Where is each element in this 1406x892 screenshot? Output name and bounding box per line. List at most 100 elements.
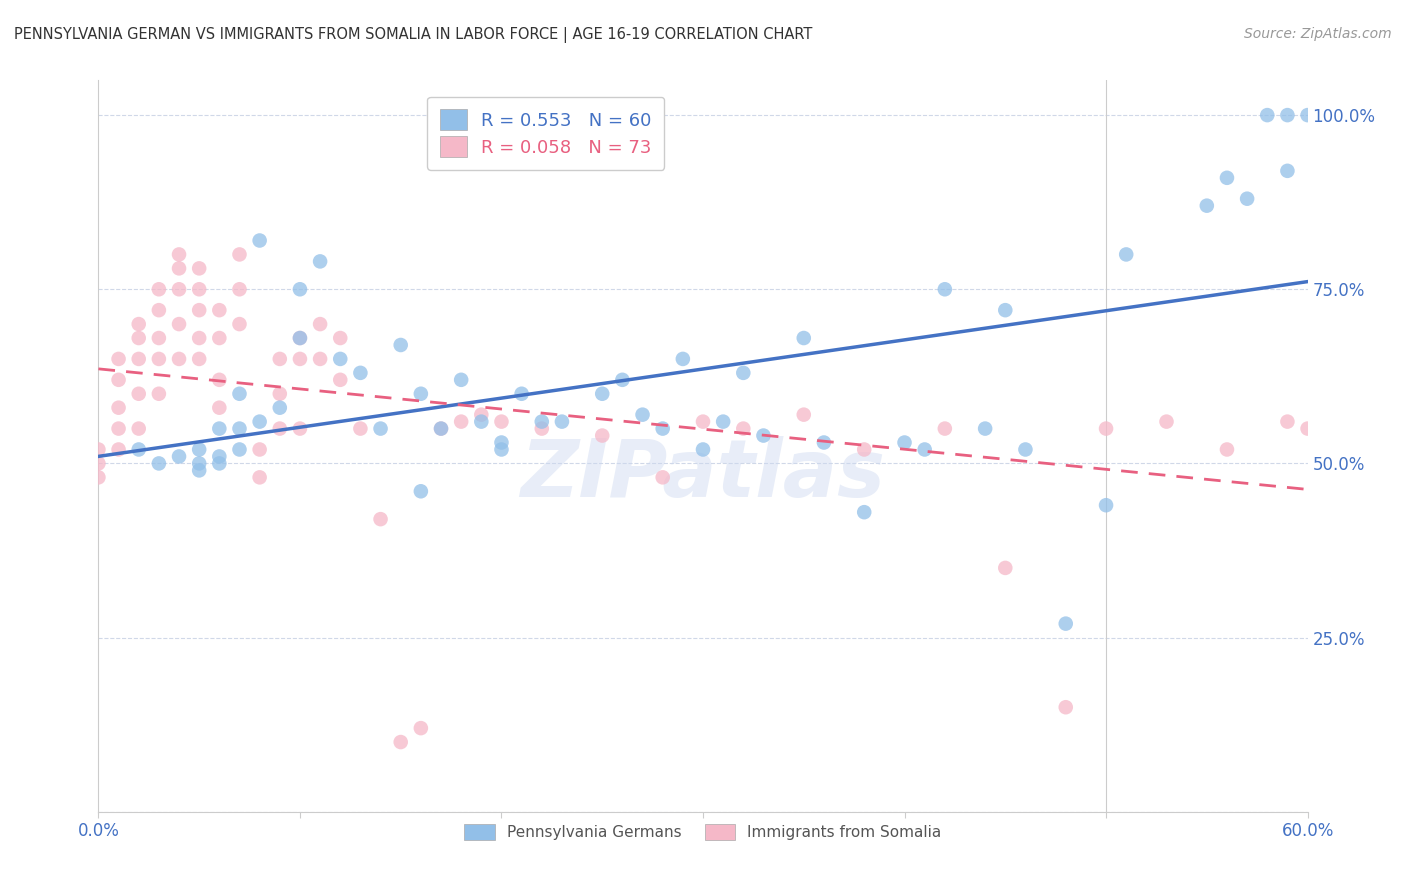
Point — [249, 234, 271, 248]
Point — [329, 331, 352, 345]
Point — [309, 351, 332, 366]
Point — [128, 317, 150, 331]
Point — [269, 386, 291, 401]
Point — [1398, 421, 1406, 435]
Point — [128, 442, 150, 457]
Point — [228, 442, 250, 457]
Point — [87, 457, 110, 471]
Point — [793, 331, 815, 345]
Point — [491, 435, 513, 450]
Point — [228, 386, 250, 401]
Point — [1095, 498, 1118, 512]
Point — [409, 721, 432, 735]
Point — [409, 484, 432, 499]
Point — [793, 408, 815, 422]
Point — [329, 373, 352, 387]
Point — [1216, 442, 1239, 457]
Point — [692, 415, 714, 429]
Point — [1115, 247, 1137, 261]
Point — [651, 470, 673, 484]
Point — [1296, 108, 1319, 122]
Point — [309, 254, 332, 268]
Text: PENNSYLVANIA GERMAN VS IMMIGRANTS FROM SOMALIA IN LABOR FORCE | AGE 16-19 CORREL: PENNSYLVANIA GERMAN VS IMMIGRANTS FROM S… — [14, 27, 813, 43]
Point — [934, 421, 956, 435]
Point — [370, 512, 392, 526]
Point — [430, 421, 453, 435]
Point — [1277, 164, 1299, 178]
Point — [188, 351, 211, 366]
Point — [208, 450, 231, 464]
Point — [510, 386, 533, 401]
Point — [188, 331, 211, 345]
Point — [107, 373, 129, 387]
Point — [269, 421, 291, 435]
Point — [128, 386, 150, 401]
Point — [188, 261, 211, 276]
Point — [148, 331, 170, 345]
Point — [1014, 442, 1036, 457]
Point — [228, 317, 250, 331]
Point — [329, 351, 352, 366]
Point — [1337, 415, 1360, 429]
Point — [107, 421, 129, 435]
Point — [249, 442, 271, 457]
Point — [148, 386, 170, 401]
Point — [430, 421, 453, 435]
Point — [530, 421, 553, 435]
Point — [1156, 415, 1178, 429]
Point — [188, 442, 211, 457]
Point — [288, 421, 311, 435]
Point — [249, 415, 271, 429]
Point — [87, 442, 110, 457]
Point — [288, 351, 311, 366]
Point — [349, 366, 371, 380]
Point — [1195, 199, 1218, 213]
Point — [87, 470, 110, 484]
Point — [733, 421, 755, 435]
Point — [1296, 421, 1319, 435]
Point — [994, 561, 1017, 575]
Point — [591, 428, 613, 442]
Point — [450, 415, 472, 429]
Point — [288, 331, 311, 345]
Point — [228, 247, 250, 261]
Point — [853, 442, 876, 457]
Point — [551, 415, 574, 429]
Point — [269, 351, 291, 366]
Point — [813, 435, 835, 450]
Point — [107, 442, 129, 457]
Point — [208, 373, 231, 387]
Point — [208, 303, 231, 318]
Text: ZIPatlas: ZIPatlas — [520, 436, 886, 515]
Point — [167, 261, 190, 276]
Point — [128, 421, 150, 435]
Point — [188, 457, 211, 471]
Point — [672, 351, 695, 366]
Point — [107, 351, 129, 366]
Point — [148, 282, 170, 296]
Point — [228, 421, 250, 435]
Point — [1095, 421, 1118, 435]
Point — [470, 415, 492, 429]
Point — [167, 317, 190, 331]
Point — [692, 442, 714, 457]
Point — [107, 401, 129, 415]
Point — [651, 421, 673, 435]
Point — [269, 401, 291, 415]
Point — [1054, 616, 1077, 631]
Point — [530, 415, 553, 429]
Point — [1256, 108, 1278, 122]
Point — [1277, 108, 1299, 122]
Point — [309, 317, 332, 331]
Point — [1277, 415, 1299, 429]
Point — [491, 415, 513, 429]
Point — [288, 331, 311, 345]
Point — [994, 303, 1017, 318]
Point — [128, 331, 150, 345]
Point — [631, 408, 654, 422]
Point — [409, 386, 432, 401]
Point — [491, 442, 513, 457]
Point — [188, 282, 211, 296]
Point — [167, 351, 190, 366]
Point — [188, 303, 211, 318]
